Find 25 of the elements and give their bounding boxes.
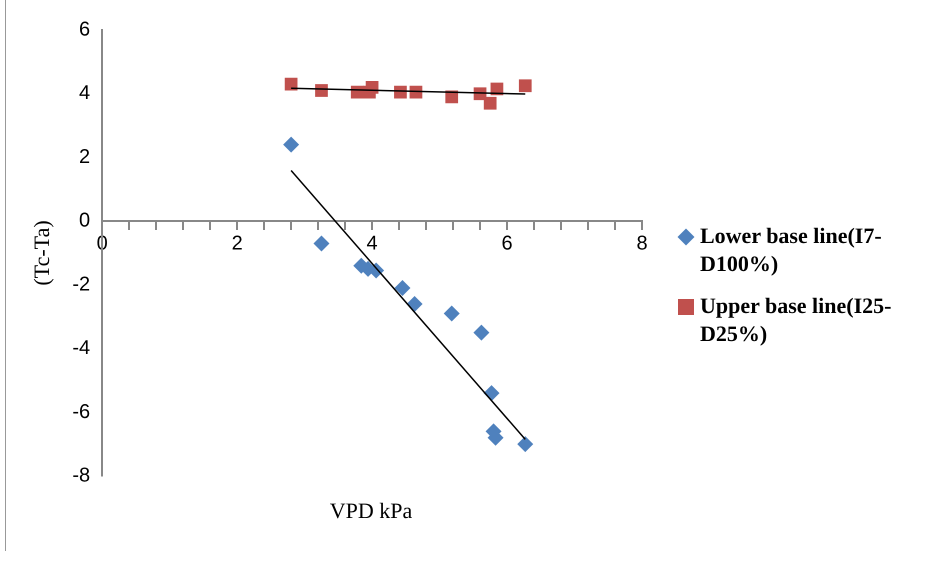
- y-tick-label: 0: [79, 210, 90, 232]
- point: [284, 78, 298, 91]
- point: [313, 235, 330, 252]
- y-tick-label: 4: [79, 82, 90, 104]
- x-tick-label: 2: [232, 232, 243, 255]
- point: [473, 324, 490, 341]
- y-tick-label: -6: [72, 400, 90, 423]
- y-tick-label: 6: [79, 18, 90, 41]
- legend-label: Lower base line(I7-D100%): [700, 223, 882, 276]
- x-tick-label: 6: [501, 232, 513, 255]
- point: [283, 136, 300, 153]
- legend-label: Upper base line(I25-D25%): [700, 293, 892, 346]
- point: [394, 280, 410, 296]
- point: [444, 306, 460, 322]
- y-tick-label: 2: [79, 146, 90, 168]
- y-tick-label: -2: [72, 273, 90, 296]
- y-tick-label: -4: [72, 337, 90, 360]
- x-axis-title: VPD kPa: [328, 498, 414, 524]
- y-tick-label: -8: [72, 464, 90, 487]
- x-tick-label: 8: [636, 232, 648, 255]
- point: [484, 96, 497, 110]
- point: [518, 79, 532, 92]
- y-axis-title: (Tc-Ta): [28, 220, 54, 286]
- point: [517, 436, 534, 452]
- x-tick-label: 4: [366, 232, 378, 255]
